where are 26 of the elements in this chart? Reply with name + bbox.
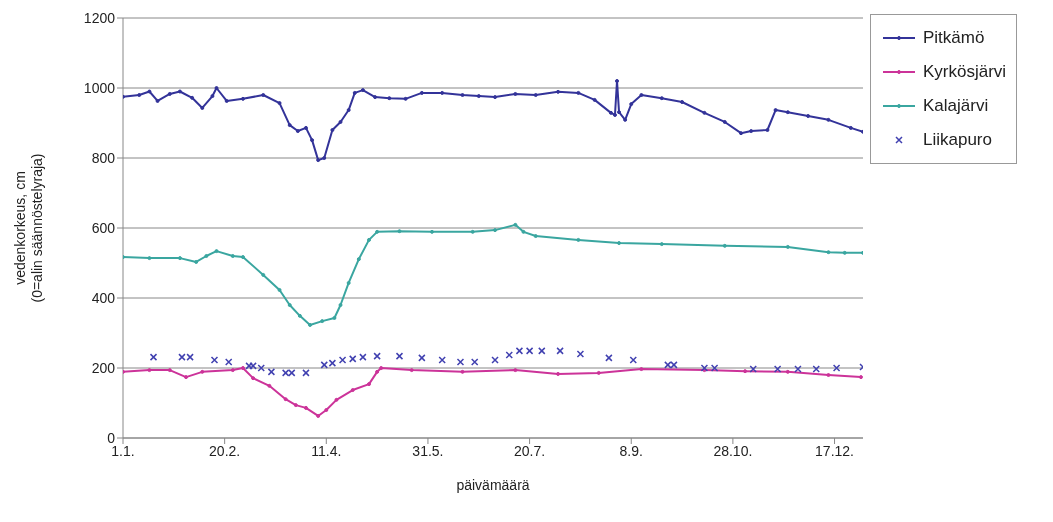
legend-label: Kyrkösjärvi: [923, 61, 1007, 83]
point: [359, 353, 367, 361]
x-tick-label: 20.7.: [514, 442, 546, 459]
legend-label: Kalajärvi: [923, 95, 989, 117]
y-tick-label: 1200: [83, 9, 116, 26]
y-tick-label: 600: [91, 219, 116, 236]
legend-label: Liikapuro: [923, 129, 992, 151]
y-tick-label: 400: [91, 289, 116, 306]
x-tick-label: 11.4.: [311, 442, 342, 459]
point: [605, 354, 613, 362]
x-tick-label: 8.9.: [619, 442, 643, 459]
x-axis-title: päivämäärä: [456, 476, 530, 493]
x-tick-label: 17.12.: [815, 442, 855, 459]
legend-label: Pitkämö: [923, 27, 985, 49]
point: [794, 365, 802, 373]
x-tick-label: 28.10.: [713, 442, 753, 459]
x-tick-label: 31.5.: [412, 442, 444, 459]
point: [491, 356, 499, 364]
point: [538, 347, 546, 355]
y-tick-label: 200: [91, 359, 116, 376]
point: [418, 354, 426, 362]
point: [373, 352, 381, 360]
y-axis-title: vedenkorkeus, cm (0=alin säännöstelyraja): [12, 153, 45, 303]
y-tick-label: 1000: [83, 79, 116, 96]
y-tick-label: 800: [91, 149, 116, 166]
x-tick-label: 20.2.: [209, 442, 241, 459]
